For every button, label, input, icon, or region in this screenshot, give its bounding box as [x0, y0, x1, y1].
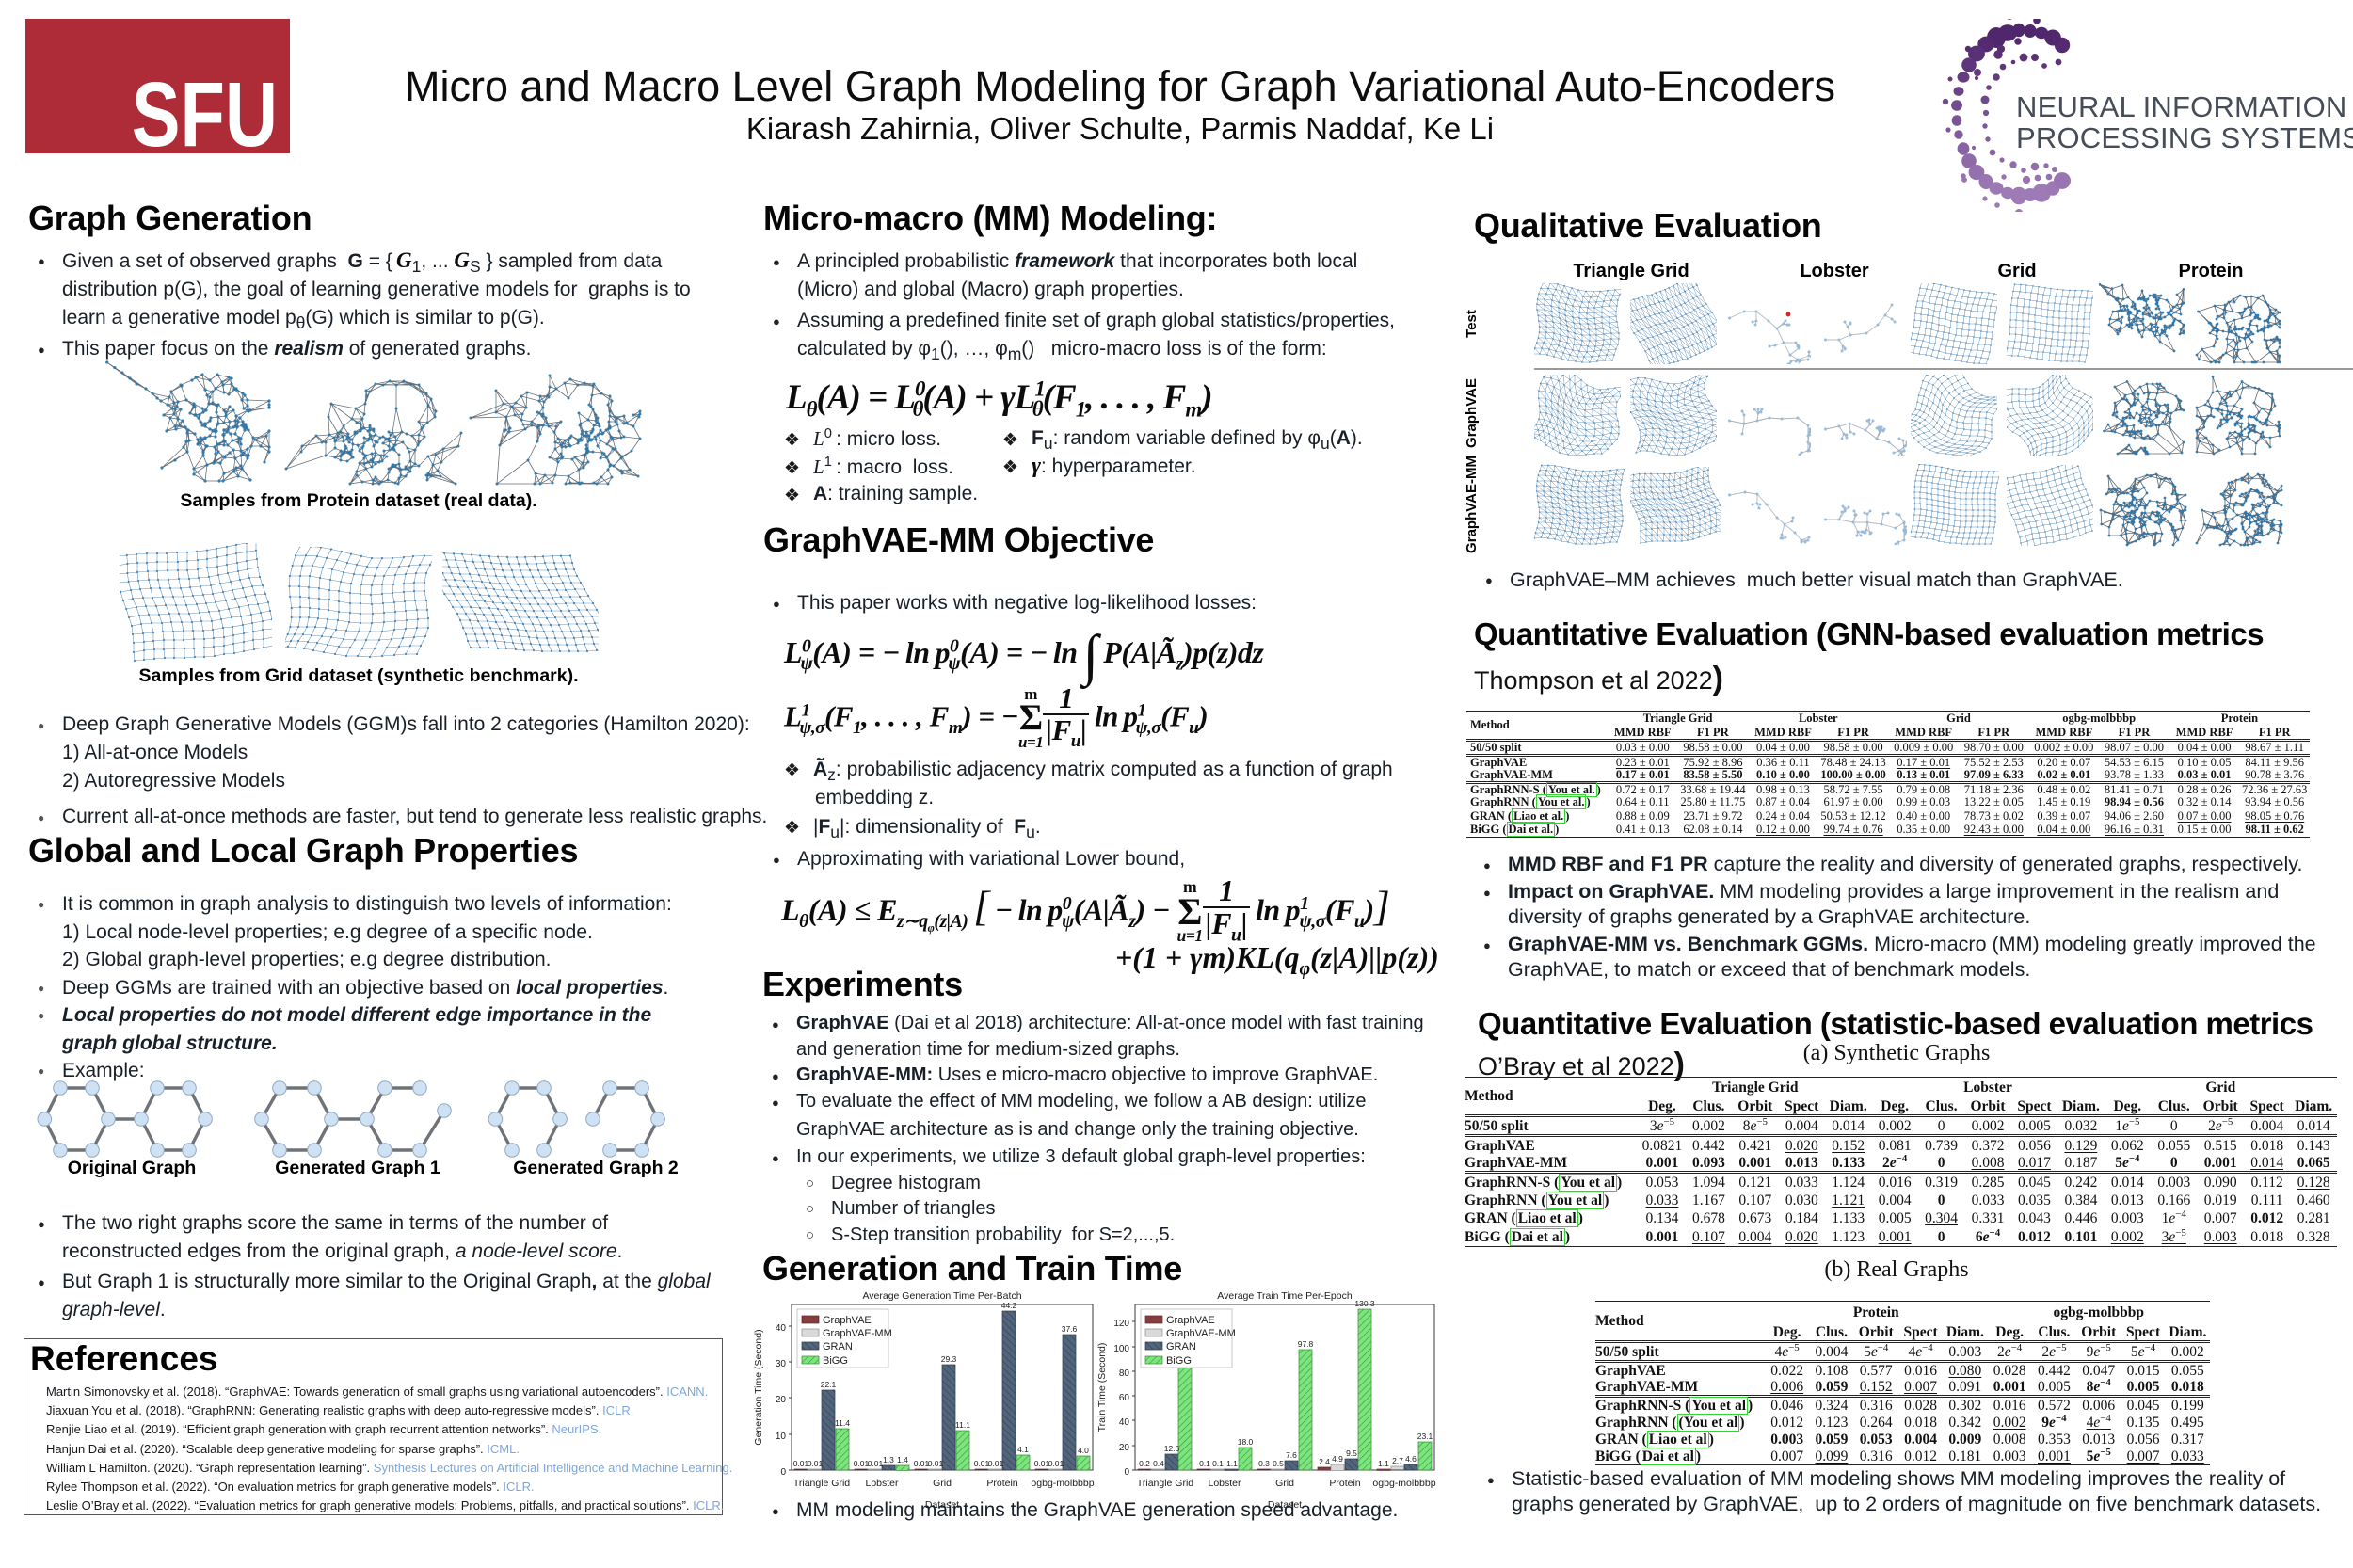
- svg-text:11.4: 11.4: [835, 1418, 850, 1428]
- svg-text:44.2: 44.2: [1001, 1301, 1017, 1310]
- svg-text:7.6: 7.6: [1286, 1450, 1297, 1460]
- svg-text:Train Time (Second): Train Time (Second): [1096, 1343, 1108, 1432]
- svg-text:PROCESSING SYSTEMS: PROCESSING SYSTEMS: [2016, 121, 2353, 154]
- svg-text:Grid: Grid: [1275, 1478, 1294, 1489]
- svg-text:0.01: 0.01: [793, 1459, 809, 1468]
- svg-text:Protein: Protein: [1329, 1478, 1360, 1489]
- svg-text:0: 0: [1124, 1467, 1129, 1478]
- svg-text:GRAN: GRAN: [823, 1341, 853, 1352]
- svg-text:97.8: 97.8: [1298, 1339, 1314, 1349]
- svg-text:Average Generation Time Per-Ba: Average Generation Time Per-Batch: [862, 1290, 1021, 1302]
- svg-text:0.01: 0.01: [974, 1459, 990, 1468]
- svg-text:9.5: 9.5: [1346, 1448, 1357, 1458]
- svg-text:0.5: 0.5: [1273, 1459, 1284, 1468]
- svg-text:Lobster: Lobster: [1800, 261, 1869, 281]
- svg-text:130.3: 130.3: [1354, 1299, 1375, 1308]
- svg-text:0.4: 0.4: [1153, 1459, 1164, 1468]
- svg-text:ogbg-molbbbp: ogbg-molbbbp: [1372, 1478, 1435, 1489]
- svg-text:20: 20: [776, 1395, 787, 1405]
- svg-text:BiGG: BiGG: [1166, 1355, 1192, 1367]
- svg-text:GraphVAE-MM: GraphVAE-MM: [1464, 456, 1480, 553]
- svg-text:0.2: 0.2: [1139, 1459, 1150, 1468]
- svg-text:Lobster: Lobster: [1208, 1478, 1241, 1489]
- svg-text:0.01: 0.01: [914, 1459, 930, 1468]
- svg-text:Protein: Protein: [2179, 261, 2244, 281]
- svg-text:0.3: 0.3: [1258, 1459, 1270, 1468]
- svg-text:1.1: 1.1: [1226, 1459, 1238, 1468]
- svg-text:20: 20: [1119, 1443, 1130, 1453]
- svg-text:Protein: Protein: [986, 1478, 1017, 1489]
- svg-text:22.1: 22.1: [821, 1380, 837, 1389]
- svg-text:1.1: 1.1: [1378, 1459, 1389, 1468]
- svg-text:0.01: 0.01: [928, 1459, 944, 1468]
- svg-text:NEURAL INFORMATION: NEURAL INFORMATION: [2016, 90, 2347, 123]
- svg-text:120: 120: [1113, 1319, 1129, 1329]
- svg-text:0.01: 0.01: [854, 1459, 870, 1468]
- svg-text:4.6: 4.6: [1405, 1454, 1417, 1464]
- svg-text:29.3: 29.3: [941, 1354, 957, 1364]
- svg-text:40: 40: [1119, 1417, 1130, 1428]
- svg-text:Triangle Grid: Triangle Grid: [1137, 1478, 1193, 1489]
- svg-text:GRAN: GRAN: [1166, 1341, 1196, 1352]
- svg-text:GraphVAE: GraphVAE: [1166, 1315, 1215, 1326]
- svg-text:Triangle Grid: Triangle Grid: [793, 1478, 850, 1489]
- svg-text:11.1: 11.1: [955, 1420, 970, 1430]
- svg-text:37.6: 37.6: [1062, 1324, 1078, 1334]
- svg-text:80: 80: [1119, 1368, 1130, 1379]
- svg-text:23.1: 23.1: [1417, 1432, 1433, 1441]
- svg-text:1.3: 1.3: [883, 1455, 894, 1464]
- svg-text:Grid: Grid: [1997, 261, 2036, 281]
- svg-text:30: 30: [776, 1359, 787, 1369]
- svg-text:18.0: 18.0: [1238, 1437, 1254, 1447]
- svg-text:0.01: 0.01: [1034, 1459, 1050, 1468]
- svg-text:12.6: 12.6: [1164, 1444, 1180, 1453]
- svg-text:Grid: Grid: [933, 1478, 952, 1489]
- svg-text:10: 10: [776, 1432, 787, 1442]
- svg-text:0.1: 0.1: [1212, 1459, 1224, 1468]
- svg-text:GraphVAE-MM: GraphVAE-MM: [1166, 1328, 1236, 1339]
- svg-text:2.7: 2.7: [1392, 1456, 1403, 1465]
- svg-text:4.9: 4.9: [1332, 1454, 1343, 1464]
- svg-text:Generation Time (Second): Generation Time (Second): [753, 1329, 764, 1445]
- svg-text:100: 100: [1113, 1344, 1129, 1354]
- svg-text:2.4: 2.4: [1319, 1457, 1330, 1466]
- svg-text:BiGG: BiGG: [823, 1355, 848, 1367]
- svg-text:40: 40: [776, 1323, 787, 1334]
- svg-text:Lobster: Lobster: [865, 1478, 899, 1489]
- svg-text:60: 60: [1119, 1393, 1130, 1403]
- svg-text:0.01: 0.01: [1048, 1459, 1064, 1468]
- svg-text:Average Train Time Per-Epoch: Average Train Time Per-Epoch: [1217, 1290, 1353, 1302]
- svg-text:4.1: 4.1: [1017, 1445, 1029, 1454]
- svg-text:Test: Test: [1464, 310, 1480, 338]
- svg-text:4.0: 4.0: [1078, 1446, 1089, 1455]
- svg-text:ogbg-molbbbp: ogbg-molbbbp: [1031, 1478, 1094, 1489]
- svg-text:GraphVAE-MM: GraphVAE-MM: [823, 1328, 892, 1339]
- svg-text:0.01: 0.01: [988, 1459, 1004, 1468]
- svg-text:GraphVAE: GraphVAE: [823, 1315, 872, 1326]
- svg-text:GraphVAE: GraphVAE: [1464, 378, 1480, 448]
- svg-text:0.1: 0.1: [1199, 1459, 1210, 1468]
- svg-text:0.01: 0.01: [808, 1459, 824, 1468]
- svg-text:Triangle Grid: Triangle Grid: [1573, 261, 1689, 281]
- svg-text:0.01: 0.01: [868, 1459, 884, 1468]
- svg-text:0: 0: [780, 1467, 786, 1478]
- svg-text:1.4: 1.4: [897, 1455, 908, 1464]
